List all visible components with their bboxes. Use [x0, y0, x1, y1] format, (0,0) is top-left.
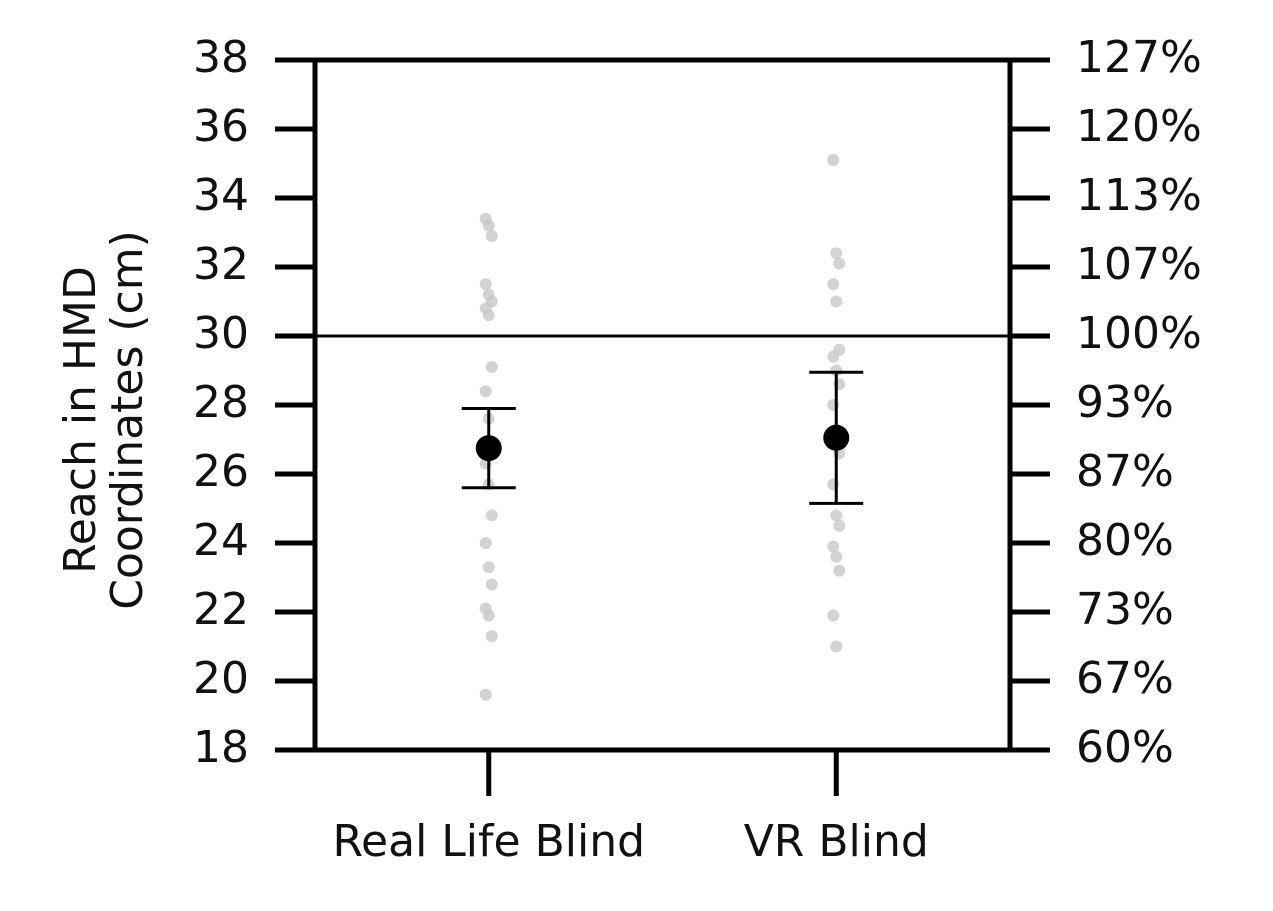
data-point	[830, 509, 843, 522]
y2-tick-label: 107%	[1076, 239, 1202, 290]
plot-frame	[312, 57, 1013, 753]
data-point	[833, 257, 846, 270]
data-point	[485, 630, 498, 643]
data-point	[833, 564, 846, 577]
y2-tick-label: 127%	[1076, 32, 1202, 83]
data-point	[479, 385, 492, 398]
y2-tick-label: 113%	[1076, 170, 1202, 221]
data-point	[830, 247, 843, 260]
y-tick-label: 36	[193, 101, 249, 152]
y2-tick-label: 60%	[1076, 722, 1174, 773]
y-tick-label: 22	[193, 584, 249, 635]
y-tick-label: 20	[193, 653, 249, 704]
y2-tick-label: 73%	[1076, 584, 1174, 635]
data-point	[833, 519, 846, 532]
data-point	[482, 609, 495, 622]
data-point	[479, 278, 492, 291]
data-point	[485, 229, 498, 242]
data-point	[827, 609, 840, 622]
y-tick-label: 18	[193, 722, 249, 773]
y-axis-label: Reach in HMD	[55, 266, 106, 574]
mean-marker	[823, 424, 850, 451]
data-point	[830, 550, 843, 563]
data-point	[827, 350, 840, 363]
y2-tick-label: 87%	[1076, 446, 1174, 497]
x-tick-label: VR Blind	[744, 816, 929, 867]
y-tick-label: 34	[193, 170, 249, 221]
y-tick-label: 24	[193, 515, 249, 566]
data-point	[485, 578, 498, 591]
y-tick-label: 38	[193, 32, 249, 83]
y-tick-label: 26	[193, 446, 249, 497]
data-point	[479, 688, 492, 701]
data-point	[827, 278, 840, 291]
y-tick-label: 30	[193, 308, 249, 359]
mean-marker	[475, 435, 502, 462]
data-point	[485, 509, 498, 522]
x-tick-label: Real Life Blind	[332, 816, 645, 867]
y2-tick-label: 93%	[1076, 377, 1174, 428]
y2-tick-label: 120%	[1076, 101, 1202, 152]
data-point	[830, 295, 843, 308]
data-point	[482, 219, 495, 232]
y-tick-label: 28	[193, 377, 249, 428]
y2-tick-label: 67%	[1076, 653, 1174, 704]
data-point	[482, 561, 495, 574]
y2-tick-label: 100%	[1076, 308, 1202, 359]
data-point	[827, 154, 840, 167]
data-point	[479, 537, 492, 549]
data-point	[827, 540, 840, 553]
y2-tick-label: 80%	[1076, 515, 1174, 566]
y-axis-label: Coordinates (cm)	[102, 230, 153, 610]
data-point	[482, 309, 495, 322]
y-tick-label: 32	[193, 239, 249, 290]
data-point	[830, 640, 843, 653]
data-point	[485, 361, 498, 374]
